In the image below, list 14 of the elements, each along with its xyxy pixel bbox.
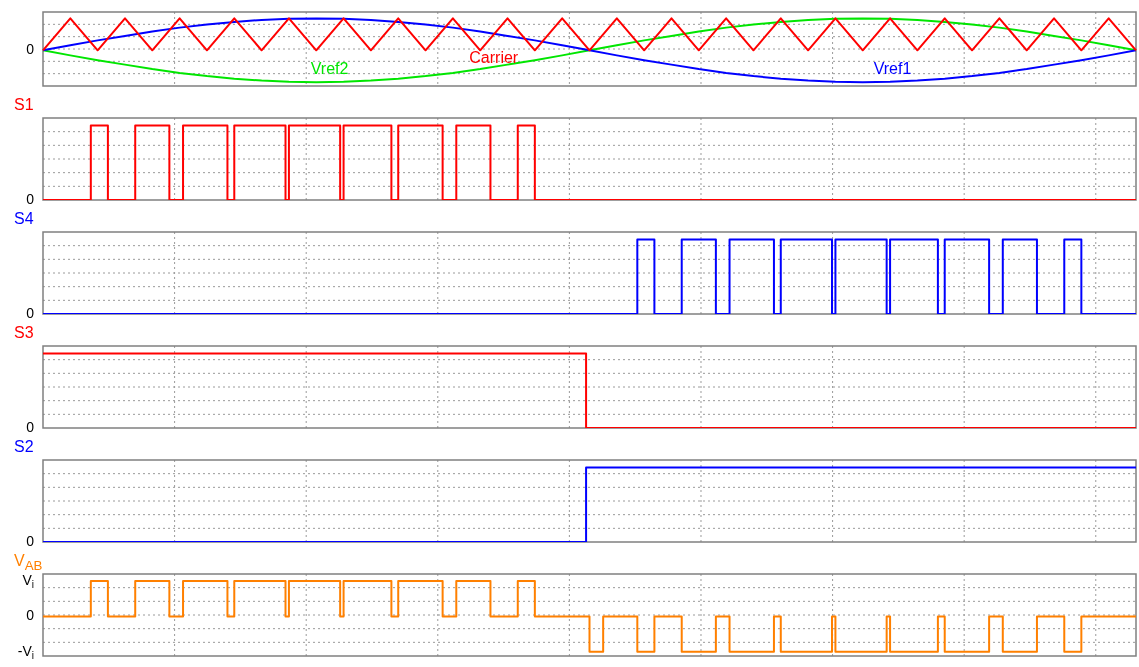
- text: 0: [26, 532, 35, 549]
- chart-title: S4: [13, 210, 35, 228]
- text: 0: [26, 418, 35, 435]
- text: 0: [26, 190, 35, 207]
- text: 0: [26, 304, 35, 321]
- text: 0: [26, 41, 35, 58]
- chart-title: S1: [13, 96, 35, 114]
- chart-title: V$_{AB}$: [13, 552, 44, 574]
- text: 0: [26, 607, 35, 624]
- series-label: Vref1: [873, 59, 912, 77]
- chart-title: S2: [13, 438, 35, 456]
- series-label: Carrier: [469, 48, 519, 66]
- chart-title: S3: [13, 324, 35, 342]
- series-label: Vref2: [310, 59, 349, 77]
